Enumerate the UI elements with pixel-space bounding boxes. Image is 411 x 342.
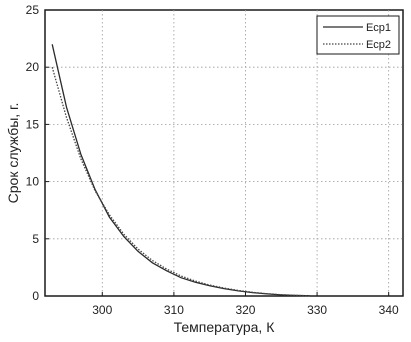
y-axis-label: Срок службы, г.: [5, 103, 21, 204]
x-tick-label: 310: [164, 303, 184, 317]
series-line-2: [51, 67, 310, 297]
x-axis-ticks: 300 310 320 330 340: [92, 292, 399, 317]
x-tick-label: 320: [235, 303, 255, 317]
legend-label-ecp1: Еср1: [366, 22, 391, 34]
y-tick-label: 25: [26, 3, 40, 17]
legend-label-ecp2: Еср2: [366, 39, 391, 51]
y-tick-label: 15: [26, 117, 40, 131]
x-axis-label: Температура, К: [174, 319, 276, 335]
y-tick-label: 0: [32, 289, 39, 303]
y-tick-label: 20: [26, 60, 40, 74]
x-tick-label: 300: [92, 303, 112, 317]
legend: Еср1 Еср2: [316, 15, 400, 55]
series-group: [51, 44, 310, 297]
y-axis-ticks: 0 5 10 15 20 25: [26, 3, 49, 303]
y-tick-label: 5: [32, 232, 39, 246]
x-tick-label: 330: [307, 303, 327, 317]
y-tick-label: 10: [26, 175, 40, 189]
x-tick-label: 340: [379, 303, 399, 317]
plot-area: [44, 9, 404, 297]
legend-box: [316, 15, 400, 55]
